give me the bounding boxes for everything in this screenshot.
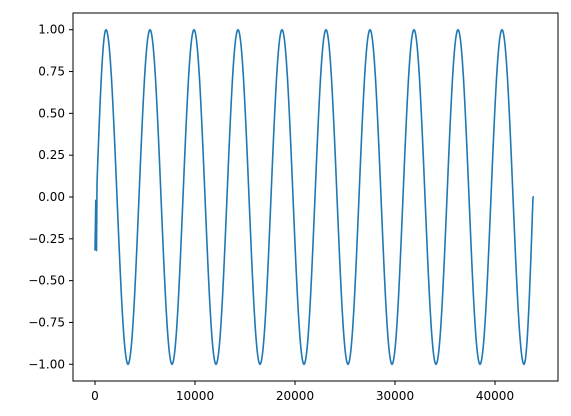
y-tick-label-7: −0.75: [28, 315, 65, 329]
x-tick-label-2: 20000: [276, 389, 314, 403]
x-axis: 0 10000 20000 30000 40000: [91, 381, 514, 403]
x-tick-label-0: 0: [91, 389, 99, 403]
y-tick-label-8: −1.00: [28, 357, 65, 371]
y-tick-label-0: 1.00: [38, 23, 65, 37]
y-axis: 1.00 0.75 0.50 0.25 0.00 −0.25 −0.50 −0.75 −1.00: [28, 23, 73, 371]
series-layer: [94, 28, 534, 366]
x-tick-label-1: 10000: [176, 389, 214, 403]
y-tick-label-1: 0.75: [38, 65, 65, 79]
y-tick-label-6: −0.50: [28, 274, 65, 288]
series-line-0: [94, 28, 534, 366]
y-tick-label-5: −0.25: [28, 232, 65, 246]
y-tick-label-3: 0.25: [38, 148, 65, 162]
y-tick-label-2: 0.50: [38, 106, 65, 120]
y-tick-label-4: 0.00: [38, 190, 65, 204]
plot-frame: [72, 12, 559, 382]
x-tick-label-4: 40000: [476, 389, 514, 403]
x-tick-label-3: 30000: [376, 389, 414, 403]
